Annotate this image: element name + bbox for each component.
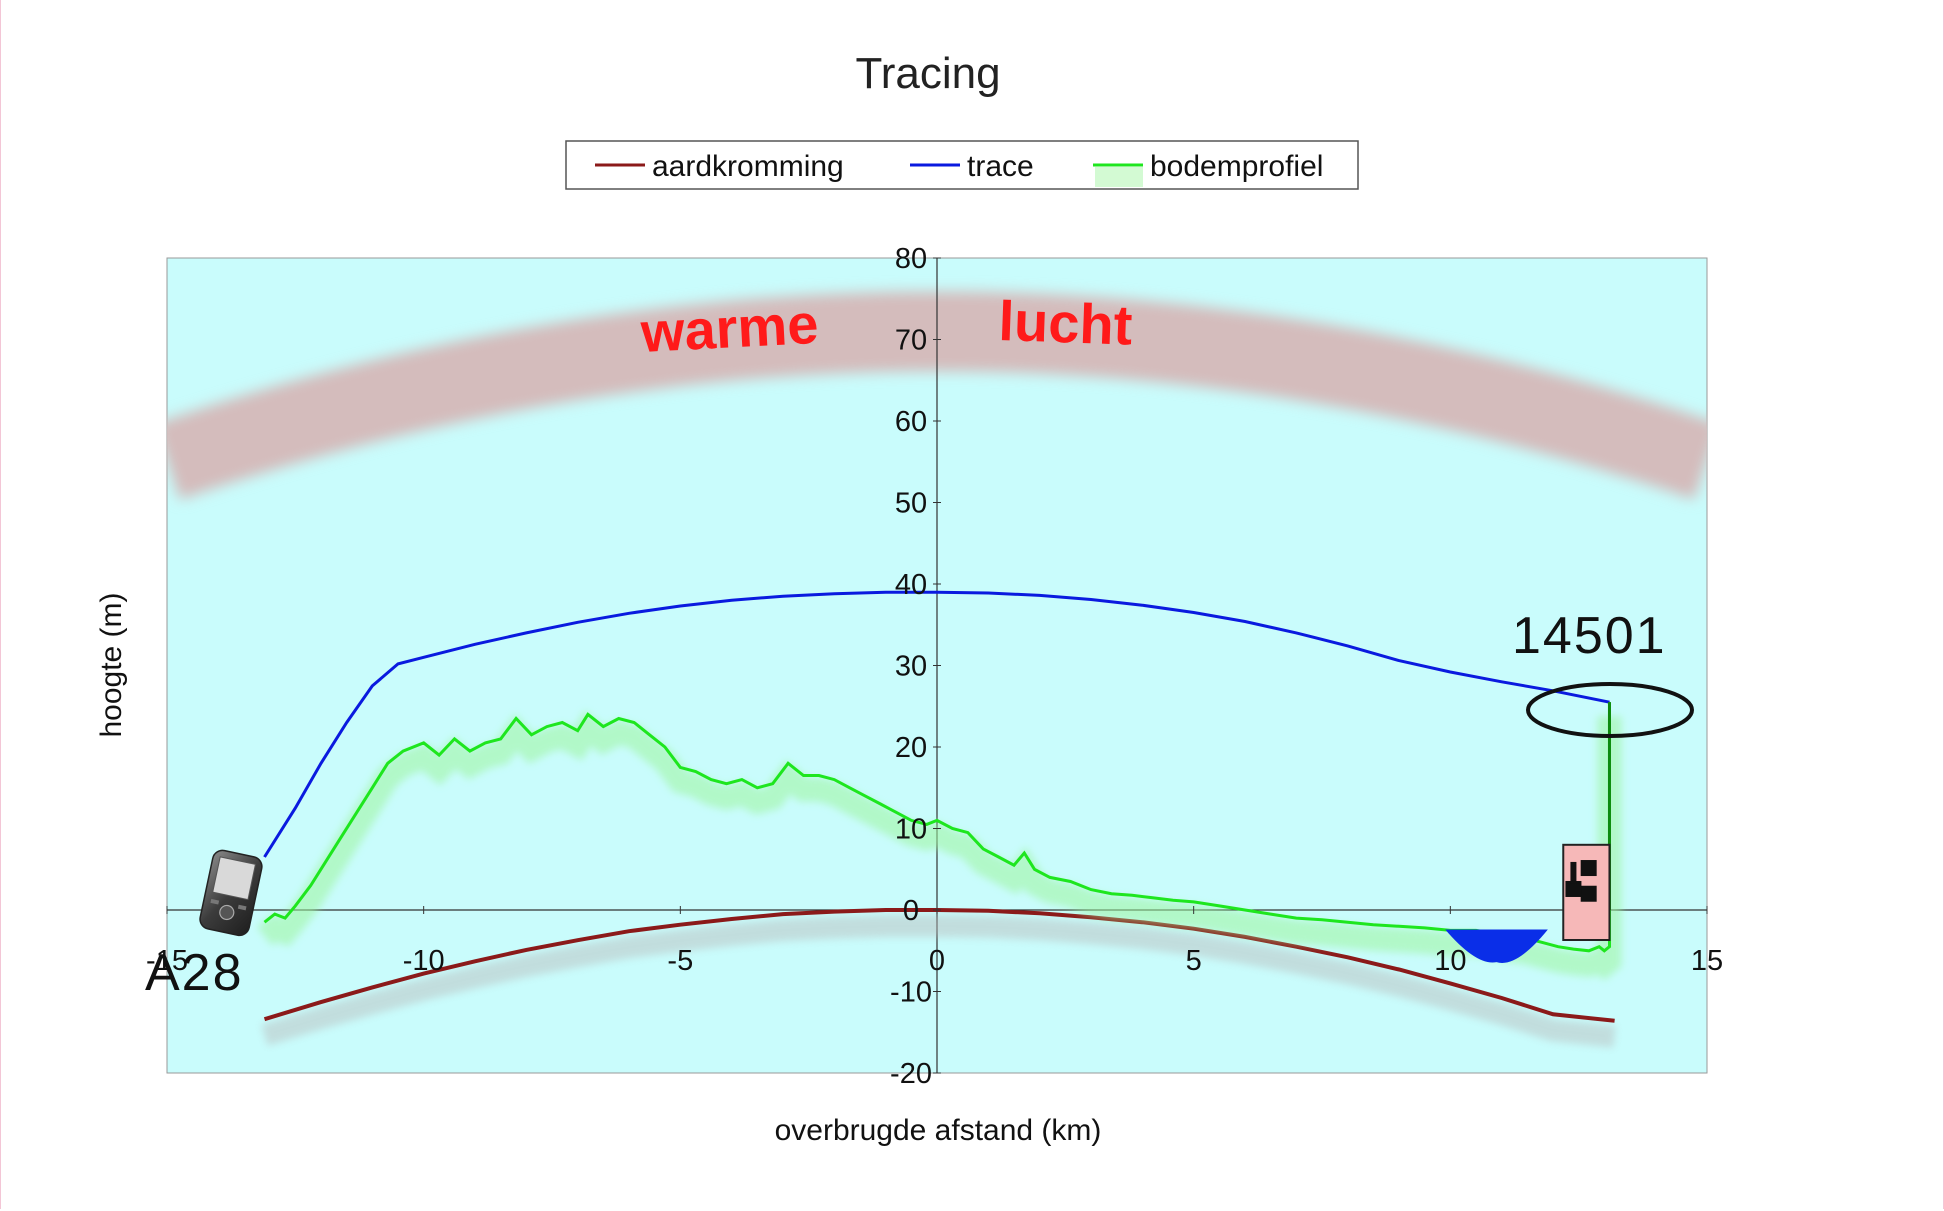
series-trace-line: [263, 590, 1610, 858]
building-window: [1580, 860, 1597, 877]
y-tick-label: 40: [895, 569, 927, 601]
building-window: [1570, 861, 1577, 884]
y-tick-label: 10: [895, 814, 927, 846]
series-bodemprofiel-shadow: [257, 710, 1622, 981]
y-tick-label: -20: [890, 1058, 932, 1090]
x-tick-label: 0: [929, 945, 945, 977]
water-body: [1445, 929, 1548, 963]
legend-swatch-bodemprofiel-shadow: [1095, 167, 1143, 187]
building-icon: [1562, 843, 1611, 941]
x-tick-label: -10: [403, 945, 445, 977]
y-tick-label: 60: [895, 406, 927, 438]
warm-air-label-right: lucht: [998, 289, 1134, 357]
legend: aardkromming trace bodemprofiel: [565, 140, 1359, 190]
x-tick-label: -5: [667, 945, 693, 977]
y-tick-label: 20: [895, 732, 927, 764]
y-tick-label: 80: [895, 243, 927, 275]
site-highlight-ellipse: [1526, 682, 1694, 738]
x-axis-label: overbrugde afstand (km): [775, 1114, 1102, 1147]
series-aardkromming-shadow: [261, 915, 1616, 1048]
legend-label-bodemprofiel: bodemprofiel: [1150, 150, 1323, 183]
y-tick-label: 70: [895, 325, 927, 357]
x-tick-label: -15: [146, 945, 188, 977]
legend-label-aardkromming: aardkromming: [652, 150, 844, 183]
x-tick-label: 15: [1691, 945, 1723, 977]
warm-air-label-left: warme: [638, 292, 819, 364]
y-axis-label: hoogte (m): [95, 592, 128, 737]
x-tick-label: 5: [1186, 945, 1202, 977]
mobile-phone-icon: [199, 849, 263, 937]
y-tick-label: 50: [895, 488, 927, 520]
legend-box: [565, 140, 1359, 190]
y-tick-label: -10: [890, 977, 932, 1009]
x-tick-label: 10: [1434, 945, 1466, 977]
site-label: 14501: [1512, 607, 1667, 665]
building-window: [1580, 885, 1597, 902]
series-bodemprofiel-line: [263, 702, 1611, 953]
chart-title: Tracing: [855, 49, 1000, 98]
phone-label: A28: [145, 944, 244, 1002]
y-tick-label: 30: [895, 651, 927, 683]
y-tick-label: 0: [903, 895, 919, 927]
building-window: [1565, 880, 1582, 897]
legend-label-trace: trace: [967, 150, 1034, 183]
